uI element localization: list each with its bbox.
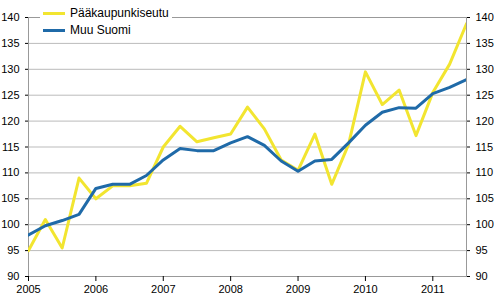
svg-text:100: 100 bbox=[1, 218, 19, 230]
svg-text:120: 120 bbox=[476, 115, 494, 127]
svg-text:130: 130 bbox=[1, 63, 19, 75]
svg-text:100: 100 bbox=[476, 218, 494, 230]
svg-text:110: 110 bbox=[2, 166, 20, 178]
svg-text:2005: 2005 bbox=[16, 283, 40, 295]
svg-text:90: 90 bbox=[7, 270, 19, 282]
svg-text:2007: 2007 bbox=[151, 283, 175, 295]
svg-text:105: 105 bbox=[1, 192, 19, 204]
svg-text:2008: 2008 bbox=[218, 283, 242, 295]
svg-text:2011: 2011 bbox=[421, 283, 445, 295]
svg-text:140: 140 bbox=[1, 11, 19, 23]
svg-text:2009: 2009 bbox=[286, 283, 310, 295]
svg-text:105: 105 bbox=[476, 192, 494, 204]
svg-text:140: 140 bbox=[476, 11, 494, 23]
svg-text:115: 115 bbox=[2, 141, 20, 153]
svg-text:125: 125 bbox=[1, 89, 19, 101]
svg-text:2010: 2010 bbox=[353, 283, 377, 295]
html-text:Pääkaupunkiseutu: Pääkaupunkiseutu bbox=[70, 6, 169, 20]
svg-text:95: 95 bbox=[476, 244, 488, 256]
svg-text:130: 130 bbox=[476, 63, 494, 75]
svg-text:2006: 2006 bbox=[84, 283, 108, 295]
svg-text:115: 115 bbox=[476, 141, 494, 153]
svg-text:125: 125 bbox=[476, 89, 494, 101]
svg-text:135: 135 bbox=[1, 37, 19, 49]
svg-text:95: 95 bbox=[7, 244, 19, 256]
svg-text:110: 110 bbox=[476, 166, 494, 178]
svg-text:90: 90 bbox=[476, 270, 488, 282]
svg-text:135: 135 bbox=[476, 37, 494, 49]
svg-text:120: 120 bbox=[1, 115, 19, 127]
html-text:Muu Suomi: Muu Suomi bbox=[70, 23, 131, 37]
